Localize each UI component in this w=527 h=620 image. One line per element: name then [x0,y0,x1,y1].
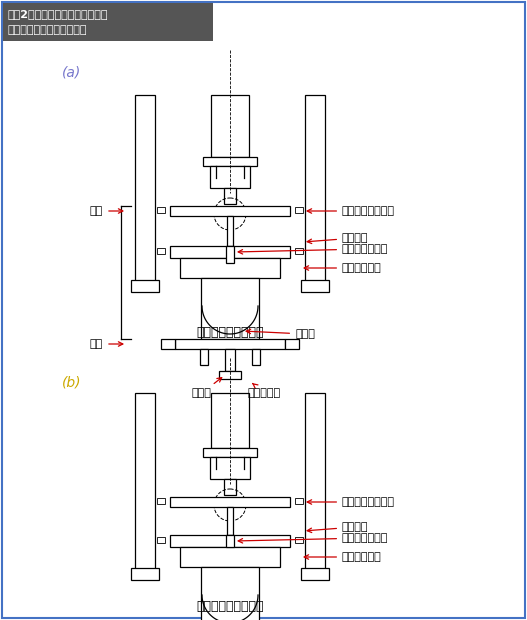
Text: かんざし: かんざし [307,233,368,244]
Bar [227,507,233,535]
Text: 排出された製品: 排出された製品 [0,619,1,620]
Bar [180,547,280,567]
Bar [170,246,290,258]
Bar [301,568,329,580]
Bar [224,479,236,495]
Bar [227,216,233,246]
Bar [131,568,159,580]
Text: かんざし: かんざし [307,522,368,533]
Bar [157,248,165,254]
Bar [180,258,280,278]
Text: ノックアウト: ノックアウト [304,552,382,562]
Bar [211,95,249,157]
Bar [201,278,259,339]
Text: ノックアウト棒: ノックアウト棒 [238,244,388,254]
Bar [157,537,165,543]
Bar [295,498,303,504]
Bar [161,339,175,349]
Text: 上向き絞りでの製品排出: 上向き絞りでの製品排出 [7,25,86,35]
Text: しわ押さえ: しわ押さえ [248,383,281,398]
Text: 上型: 上型 [90,206,123,216]
Text: 【図2】プレス機械と金型の関係: 【図2】プレス機械と金型の関係 [7,9,108,19]
Bar [219,371,241,379]
Bar [224,188,236,204]
Bar [203,448,257,457]
Bar [157,498,165,504]
Bar [170,497,290,507]
Text: 絞り完了（下死点）: 絞り完了（下死点） [196,326,264,339]
Bar [135,95,155,290]
Bar [131,280,159,292]
Bar [157,207,165,213]
Text: 製品排出（上死点）: 製品排出（上死点） [196,601,264,614]
Bar [201,567,259,620]
Text: ダ　イ: ダ イ [246,329,315,339]
Bar [210,457,250,479]
Bar [305,393,325,578]
Bar [170,206,290,216]
Text: (a): (a) [62,66,81,80]
Bar [295,207,303,213]
Bar [203,157,257,166]
Bar [3,3,213,41]
Bar [135,393,155,578]
Bar [295,248,303,254]
Bar [305,95,325,290]
Bar [170,535,290,547]
Bar [225,349,235,371]
Text: (b): (b) [62,376,82,390]
Text: パンチ: パンチ [192,378,222,398]
Bar [226,246,234,263]
Bar [295,537,303,543]
Bar [210,166,250,188]
Text: かんざし調節ねじ: かんざし調節ねじ [307,206,395,216]
Text: ノックアウト棒: ノックアウト棒 [238,533,388,543]
Text: かんざし調節ねじ: かんざし調節ねじ [307,497,395,507]
Bar [285,339,299,349]
Bar [211,393,249,448]
Bar [175,339,285,349]
Bar [252,349,260,365]
Text: ノックアウト: ノックアウト [304,263,382,273]
Bar [200,349,208,365]
Bar [226,535,234,547]
Bar [301,280,329,292]
Text: 下型: 下型 [90,339,123,349]
